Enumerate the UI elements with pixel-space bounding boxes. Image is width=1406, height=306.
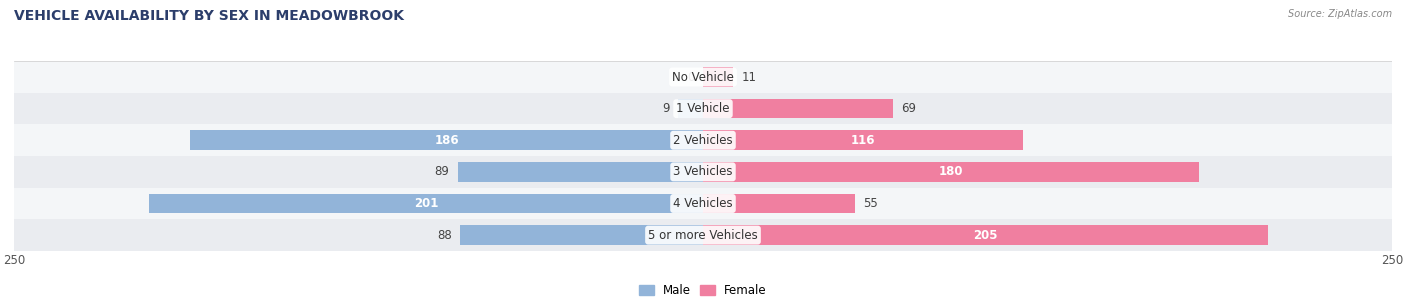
Text: 1 Vehicle: 1 Vehicle (676, 102, 730, 115)
Text: 89: 89 (434, 165, 450, 178)
Bar (14, 125, 1392, 156)
Bar (190, 130, 703, 150)
Bar (703, 225, 1268, 245)
Text: 9: 9 (662, 102, 669, 115)
Text: 2 Vehicles: 2 Vehicles (673, 134, 733, 147)
Text: 55: 55 (863, 197, 877, 210)
Bar (14, 188, 1392, 219)
Text: Source: ZipAtlas.com: Source: ZipAtlas.com (1288, 9, 1392, 19)
Bar (14, 93, 1392, 125)
Text: 0: 0 (688, 70, 695, 84)
Bar (678, 99, 703, 118)
Text: No Vehicle: No Vehicle (672, 70, 734, 84)
Text: 88: 88 (437, 229, 453, 242)
Bar (703, 194, 855, 213)
Bar (14, 156, 1392, 188)
Text: 186: 186 (434, 134, 458, 147)
Bar (149, 194, 703, 213)
Bar (14, 61, 1392, 93)
Bar (703, 99, 893, 118)
Text: 3 Vehicles: 3 Vehicles (673, 165, 733, 178)
Text: 4 Vehicles: 4 Vehicles (673, 197, 733, 210)
Bar (14, 219, 1392, 251)
Bar (703, 162, 1199, 182)
Text: 11: 11 (741, 70, 756, 84)
Bar (461, 225, 703, 245)
Text: 201: 201 (413, 197, 439, 210)
Text: 5 or more Vehicles: 5 or more Vehicles (648, 229, 758, 242)
Text: 116: 116 (851, 134, 875, 147)
Bar (703, 130, 1022, 150)
Text: VEHICLE AVAILABILITY BY SEX IN MEADOWBROOK: VEHICLE AVAILABILITY BY SEX IN MEADOWBRO… (14, 9, 404, 23)
Legend: Male, Female: Male, Female (634, 279, 772, 302)
Text: 180: 180 (939, 165, 963, 178)
Text: 69: 69 (901, 102, 917, 115)
Bar (458, 162, 703, 182)
Text: 205: 205 (973, 229, 998, 242)
Bar (703, 67, 734, 87)
